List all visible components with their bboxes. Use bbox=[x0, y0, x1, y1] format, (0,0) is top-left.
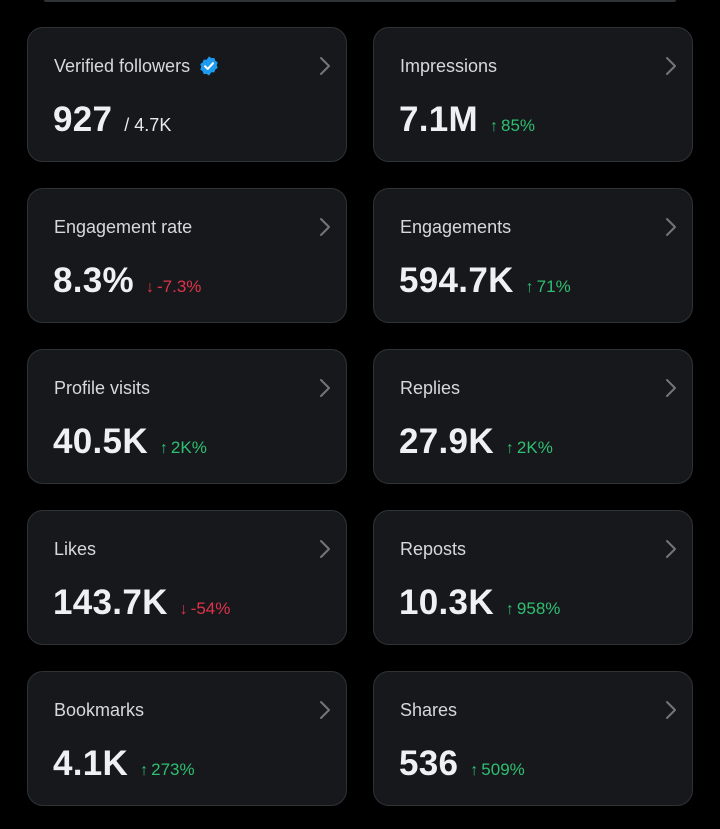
change-indicator: ↑ 71% bbox=[526, 277, 571, 297]
metric-value: 27.9K bbox=[399, 422, 494, 461]
change-value: 71% bbox=[536, 277, 571, 296]
change-indicator: ↑ 2K% bbox=[506, 438, 553, 458]
arrow-up-icon: ↑ bbox=[490, 118, 499, 135]
metric-label: Engagement rate bbox=[54, 217, 193, 237]
change-value: 85% bbox=[501, 116, 536, 135]
metric-value: 536 bbox=[399, 744, 459, 783]
change-indicator: ↑ 509% bbox=[470, 760, 524, 780]
metric-label: Shares bbox=[400, 700, 458, 720]
card-header: Engagements bbox=[400, 215, 511, 239]
chevron-right-icon bbox=[320, 57, 330, 75]
chevron-right-icon bbox=[320, 701, 330, 719]
metric-card-profile-visits[interactable]: Profile visits 40.5K ↑ 2K% bbox=[27, 349, 347, 484]
metric-label: Engagements bbox=[400, 217, 512, 237]
metric-label: Impressions bbox=[400, 56, 498, 76]
top-divider bbox=[44, 0, 676, 2]
card-header: Reposts bbox=[400, 537, 466, 561]
change-indicator: ↓ -7.3% bbox=[146, 277, 201, 297]
change-indicator: ↑ 2K% bbox=[160, 438, 207, 458]
chevron-right-icon bbox=[320, 379, 330, 397]
change-value: 2K% bbox=[170, 438, 207, 457]
chevron-right-icon bbox=[666, 218, 676, 236]
value-row: 10.3K ↑ 958% bbox=[399, 583, 560, 623]
arrow-up-icon: ↑ bbox=[140, 762, 149, 779]
metric-value: 40.5K bbox=[53, 422, 148, 461]
value-row: 927 / 4.7K bbox=[53, 100, 171, 140]
value-row: 8.3% ↓ -7.3% bbox=[53, 261, 201, 301]
metric-label: Bookmarks bbox=[54, 700, 145, 720]
value-row: 27.9K ↑ 2K% bbox=[399, 422, 553, 462]
chevron-right-icon bbox=[666, 57, 676, 75]
metric-label: Verified followers bbox=[54, 56, 191, 76]
change-value: -54% bbox=[190, 599, 231, 618]
chevron-right-icon bbox=[320, 540, 330, 558]
card-header: Shares bbox=[400, 698, 457, 722]
verified-badge-icon bbox=[198, 55, 220, 77]
value-row: 594.7K ↑ 71% bbox=[399, 261, 571, 301]
card-header: Impressions bbox=[400, 54, 497, 78]
metric-label: Reposts bbox=[400, 539, 467, 559]
metrics-grid: Verified followers 927 / 4.7K Impression… bbox=[27, 27, 693, 806]
metric-label: Likes bbox=[54, 539, 97, 559]
change-indicator: ↑ 273% bbox=[140, 760, 194, 780]
metric-card-bookmarks[interactable]: Bookmarks 4.1K ↑ 273% bbox=[27, 671, 347, 806]
card-header: Engagement rate bbox=[54, 215, 192, 239]
metric-value: 10.3K bbox=[399, 583, 494, 622]
metric-card-verified-followers[interactable]: Verified followers 927 / 4.7K bbox=[27, 27, 347, 162]
metric-card-impressions[interactable]: Impressions 7.1M ↑ 85% bbox=[373, 27, 693, 162]
value-row: 7.1M ↑ 85% bbox=[399, 100, 535, 140]
change-indicator: ↑ 958% bbox=[506, 599, 560, 619]
card-header: Profile visits bbox=[54, 376, 150, 400]
metric-card-engagement-rate[interactable]: Engagement rate 8.3% ↓ -7.3% bbox=[27, 188, 347, 323]
change-value: -7.3% bbox=[156, 277, 202, 296]
metric-card-reposts[interactable]: Reposts 10.3K ↑ 958% bbox=[373, 510, 693, 645]
chevron-right-icon bbox=[666, 701, 676, 719]
arrow-up-icon: ↑ bbox=[159, 440, 168, 457]
arrow-up-icon: ↑ bbox=[505, 601, 514, 618]
change-value: 273% bbox=[151, 760, 195, 779]
arrow-up-icon: ↑ bbox=[470, 762, 479, 779]
metric-label: Profile visits bbox=[54, 378, 151, 398]
value-row: 536 ↑ 509% bbox=[399, 744, 525, 784]
metric-label: Replies bbox=[400, 378, 461, 398]
metric-value: 4.1K bbox=[53, 744, 129, 783]
metric-card-replies[interactable]: Replies 27.9K ↑ 2K% bbox=[373, 349, 693, 484]
chevron-right-icon bbox=[666, 379, 676, 397]
arrow-down-icon: ↓ bbox=[145, 279, 154, 296]
value-row: 143.7K ↓ -54% bbox=[53, 583, 230, 623]
arrow-up-icon: ↑ bbox=[525, 279, 534, 296]
change-value: 958% bbox=[516, 599, 561, 618]
metric-value: 927 bbox=[53, 100, 113, 139]
card-header: Replies bbox=[400, 376, 460, 400]
metric-card-likes[interactable]: Likes 143.7K ↓ -54% bbox=[27, 510, 347, 645]
metric-value: 8.3% bbox=[53, 261, 134, 300]
change-indicator: ↓ -54% bbox=[180, 599, 231, 619]
metric-value: 594.7K bbox=[399, 261, 514, 300]
arrow-up-icon: ↑ bbox=[505, 440, 514, 457]
change-value: 509% bbox=[481, 760, 525, 779]
value-row: 40.5K ↑ 2K% bbox=[53, 422, 207, 462]
metric-value: 7.1M bbox=[399, 100, 479, 139]
card-header: Bookmarks bbox=[54, 698, 144, 722]
value-row: 4.1K ↑ 273% bbox=[53, 744, 195, 784]
card-header: Likes bbox=[54, 537, 96, 561]
metric-value: 143.7K bbox=[53, 583, 168, 622]
chevron-right-icon bbox=[320, 218, 330, 236]
change-value: 2K% bbox=[516, 438, 553, 457]
metric-card-engagements[interactable]: Engagements 594.7K ↑ 71% bbox=[373, 188, 693, 323]
metric-card-shares[interactable]: Shares 536 ↑ 509% bbox=[373, 671, 693, 806]
chevron-right-icon bbox=[666, 540, 676, 558]
card-header: Verified followers bbox=[54, 54, 220, 78]
change-indicator: ↑ 85% bbox=[490, 116, 535, 136]
arrow-down-icon: ↓ bbox=[179, 601, 188, 618]
metric-total: / 4.7K bbox=[124, 115, 172, 135]
